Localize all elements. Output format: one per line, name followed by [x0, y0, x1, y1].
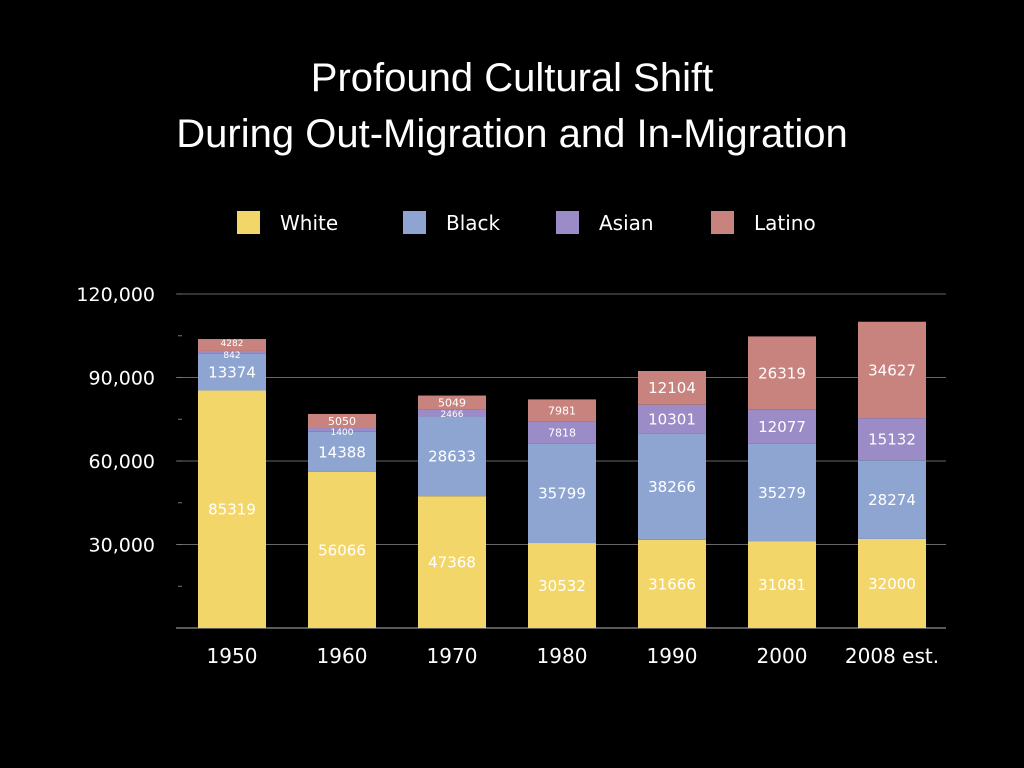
- bar-2000-latino: [748, 336, 816, 410]
- bar-1950-white: [198, 390, 266, 628]
- data-label-1980-asian: 7818: [548, 426, 576, 439]
- data-label-1980-latino: 7981: [548, 404, 576, 417]
- legend-swatch-asian: [556, 211, 579, 234]
- data-label-1950-white: 85319: [208, 501, 256, 519]
- data-label-1970-latino: 5049: [438, 397, 466, 410]
- bar-2008-est-white: [858, 538, 926, 628]
- data-label-2000-white: 31081: [758, 576, 806, 594]
- bar-1960-latino: [308, 413, 376, 429]
- data-label-1980-white: 30532: [538, 577, 586, 595]
- legend-label-latino: Latino: [754, 211, 816, 235]
- x-tick-label: 1970: [427, 644, 478, 668]
- data-label-1990-black: 38266: [648, 478, 696, 496]
- chart-legend: White Black Asian Latino: [237, 211, 816, 235]
- data-label-1990-white: 31666: [648, 575, 696, 593]
- data-label-2000-black: 35279: [758, 484, 806, 502]
- title-line-1: Profound Cultural Shift: [310, 56, 714, 100]
- data-label-2008-est-latino: 34627: [868, 361, 916, 379]
- data-label-1990-latino: 12104: [648, 379, 696, 397]
- bar-2008-est-asian: [858, 418, 926, 461]
- bar-1980-asian: [528, 421, 596, 444]
- x-tick-label: 2000: [757, 644, 808, 668]
- x-tick-label: 1960: [317, 644, 368, 668]
- data-label-1960-black: 14388: [318, 443, 366, 461]
- data-label-1950-black: 13374: [208, 363, 256, 381]
- data-label-1960-latino: 5050: [328, 415, 356, 428]
- bar-1960-asian: [308, 428, 376, 432]
- y-tick-label: 90,000: [89, 368, 155, 390]
- data-label-1970-asian: 2466: [441, 410, 464, 420]
- legend-label-white: White: [280, 211, 338, 235]
- bar-2008-est-latino: [858, 321, 926, 419]
- x-tick-label: 1950: [207, 644, 258, 668]
- bar-1980-latino: [528, 399, 596, 422]
- data-label-1970-white: 47368: [428, 553, 476, 571]
- legend-label-asian: Asian: [599, 211, 654, 235]
- data-label-1960-white: 56066: [318, 541, 366, 559]
- data-label-1980-black: 35799: [538, 485, 586, 503]
- bar-1950-black: [198, 353, 266, 391]
- data-label-2008-est-white: 32000: [868, 575, 916, 593]
- bar-1950-asian: [198, 350, 266, 354]
- y-tick-label: 60,000: [89, 451, 155, 473]
- data-label-1970-black: 28633: [428, 448, 476, 466]
- legend-swatch-latino: [711, 211, 734, 234]
- x-axis: 1950 1960 1970 1980 1990 2000 2008 est.: [207, 644, 940, 668]
- bar-1970-black: [418, 416, 486, 497]
- bar-1990-white: [638, 539, 706, 628]
- data-label-2000-latino: 26319: [758, 364, 806, 382]
- bar-1960-black: [308, 431, 376, 472]
- data-label-2008-est-asian: 15132: [868, 431, 916, 449]
- bar-1970-white: [418, 496, 486, 628]
- data-label-1990-asian: 10301: [648, 410, 696, 428]
- x-tick-label: 2008 est.: [845, 644, 939, 668]
- bar-1990-black: [638, 433, 706, 540]
- bar-1980-white: [528, 543, 596, 628]
- legend-swatch-black: [403, 211, 426, 234]
- bar-2000-white: [748, 541, 816, 628]
- y-tick-label: 30,000: [89, 535, 155, 557]
- data-label-2000-asian: 12077: [758, 418, 806, 436]
- x-tick-label: 1980: [537, 644, 588, 668]
- bar-1960-white: [308, 471, 376, 628]
- legend-label-black: Black: [446, 211, 501, 235]
- bar-1970-asian: [418, 409, 486, 417]
- bar-1990-latino: [638, 370, 706, 405]
- title-line-2: During Out-Migration and In-Migration: [176, 112, 848, 156]
- bar-2000-asian: [748, 409, 816, 444]
- data-label-2008-est-black: 28274: [868, 491, 916, 509]
- bar-2000-black: [748, 443, 816, 542]
- legend-swatch-white: [237, 211, 260, 234]
- data-label-1960-asian: 1400: [331, 428, 354, 438]
- data-label-1950-latino: 4282: [221, 339, 244, 349]
- bar-2008-est-black: [858, 460, 926, 539]
- y-tick-label: 120,000: [76, 284, 155, 306]
- x-tick-label: 1990: [647, 644, 698, 668]
- bar-1970-latino: [418, 395, 486, 410]
- bar-1950-latino: [198, 339, 266, 351]
- bar-1980-black: [528, 443, 596, 544]
- data-label-1950-asian: 842: [223, 351, 240, 361]
- bar-1990-asian: [638, 404, 706, 434]
